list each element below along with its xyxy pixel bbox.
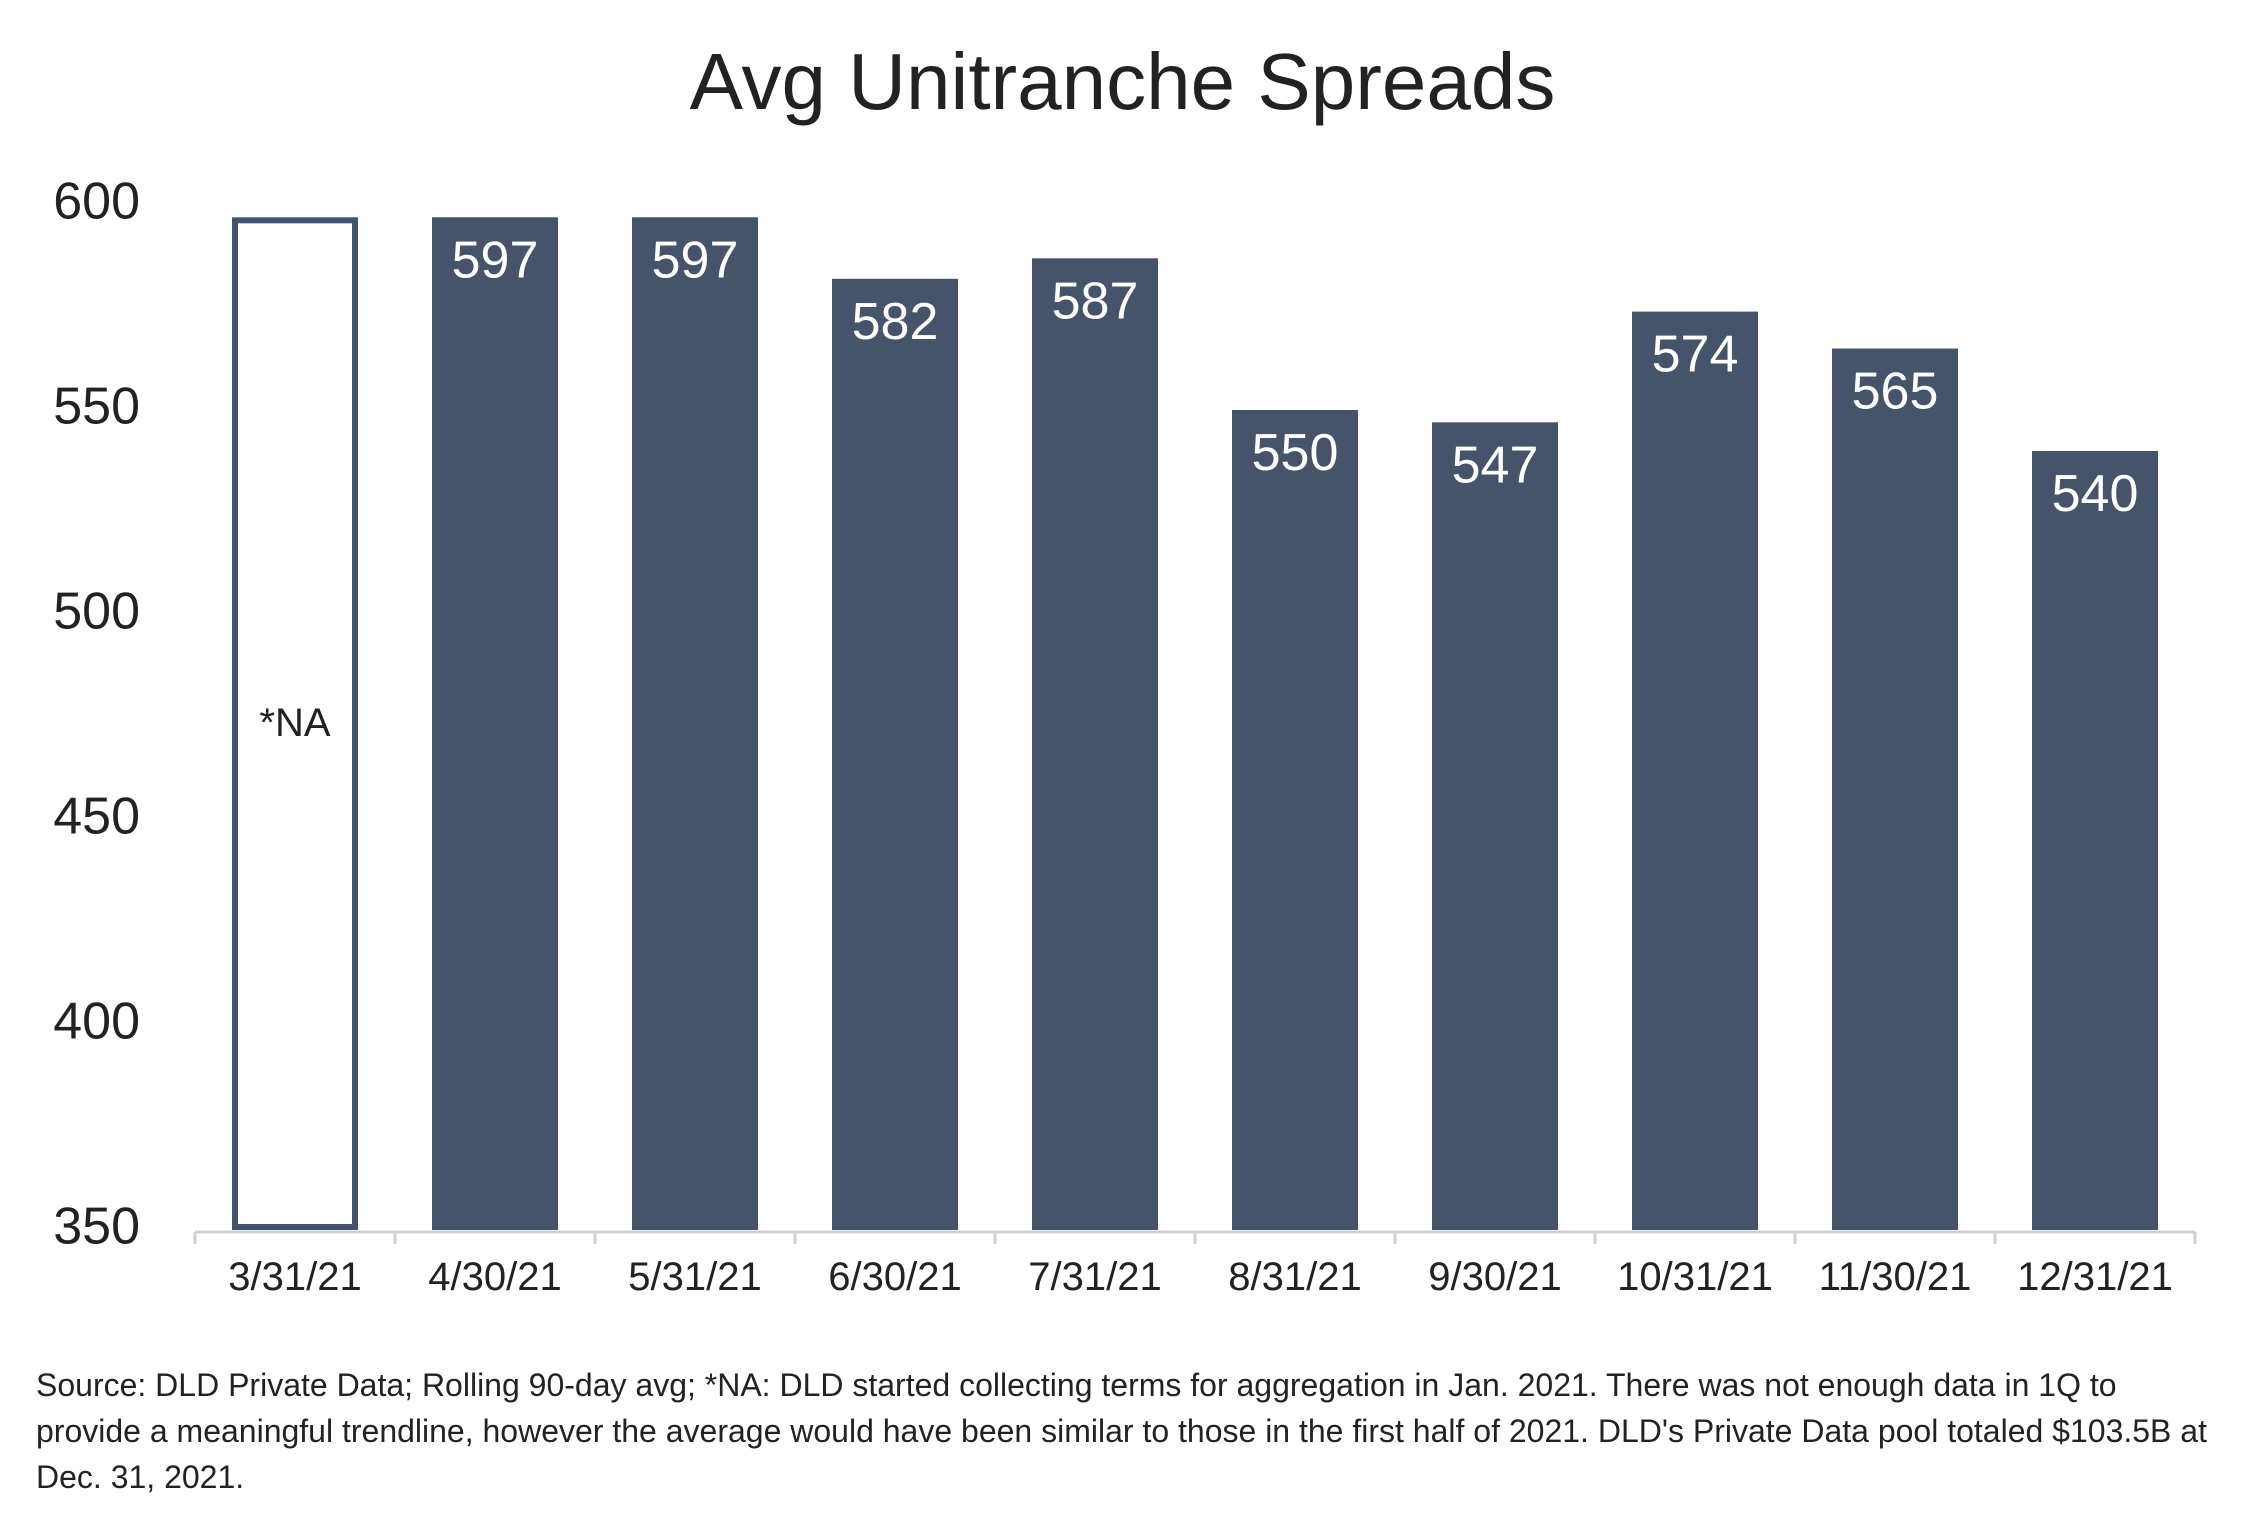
bar-value-label: 587 <box>1052 272 1139 330</box>
chart-title: Avg Unitranche Spreads <box>689 37 1556 126</box>
bar <box>632 217 758 1231</box>
bar <box>1632 311 1758 1231</box>
bar <box>432 217 558 1231</box>
x-tick-label: 3/31/21 <box>228 1255 361 1299</box>
y-tick-label: 450 <box>53 788 140 846</box>
bar-value-label: 597 <box>452 231 539 289</box>
bar-value-labels: *NA 597 597 582 587 550 547 574 565 540 <box>259 231 2138 745</box>
bar-value-label: 550 <box>1252 424 1339 482</box>
x-tick-label: 9/30/21 <box>1428 1255 1561 1299</box>
bar-placeholder <box>232 217 358 1231</box>
bar-value-label: 565 <box>1852 363 1939 421</box>
bar <box>2032 451 2158 1230</box>
bar <box>1432 422 1558 1230</box>
bar <box>1832 348 1958 1230</box>
x-tick-label: 12/31/21 <box>2017 1255 2173 1299</box>
bar-value-label: 582 <box>852 293 939 351</box>
bar <box>832 278 958 1230</box>
bar <box>1032 258 1158 1230</box>
y-tick-label: 550 <box>53 378 140 436</box>
source-note: Source: DLD Private Data; Rolling 90-day… <box>36 1367 2207 1495</box>
y-tick-label: 350 <box>53 1198 140 1256</box>
y-tick-label: 400 <box>53 993 140 1051</box>
bar-value-label: 597 <box>652 231 739 289</box>
bars <box>232 217 2158 1231</box>
x-axis-tick-labels: 3/31/21 4/30/21 5/31/21 6/30/21 7/31/21 8/31/… <box>228 1255 2173 1299</box>
y-tick-label: 500 <box>53 583 140 641</box>
x-tick-label: 4/30/21 <box>428 1255 561 1299</box>
x-tick-label: 10/31/21 <box>1617 1255 1773 1299</box>
y-tick-label: 600 <box>53 173 140 231</box>
x-tick-label: 5/31/21 <box>628 1255 761 1299</box>
bar-label-placeholder: *NA <box>259 701 330 745</box>
bar-value-label: 540 <box>2052 465 2139 523</box>
x-tick-label: 11/30/21 <box>1819 1255 1972 1299</box>
x-axis <box>193 1230 2197 1244</box>
bar <box>1232 410 1358 1230</box>
bar-value-label: 547 <box>1452 436 1539 494</box>
x-tick-label: 7/31/21 <box>1028 1255 1161 1299</box>
x-tick-label: 6/30/21 <box>828 1255 961 1299</box>
y-axis-ticks: 350 400 450 500 550 600 <box>53 173 140 1256</box>
x-tick-label: 8/31/21 <box>1228 1255 1361 1299</box>
bar-value-label: 574 <box>1652 326 1739 384</box>
